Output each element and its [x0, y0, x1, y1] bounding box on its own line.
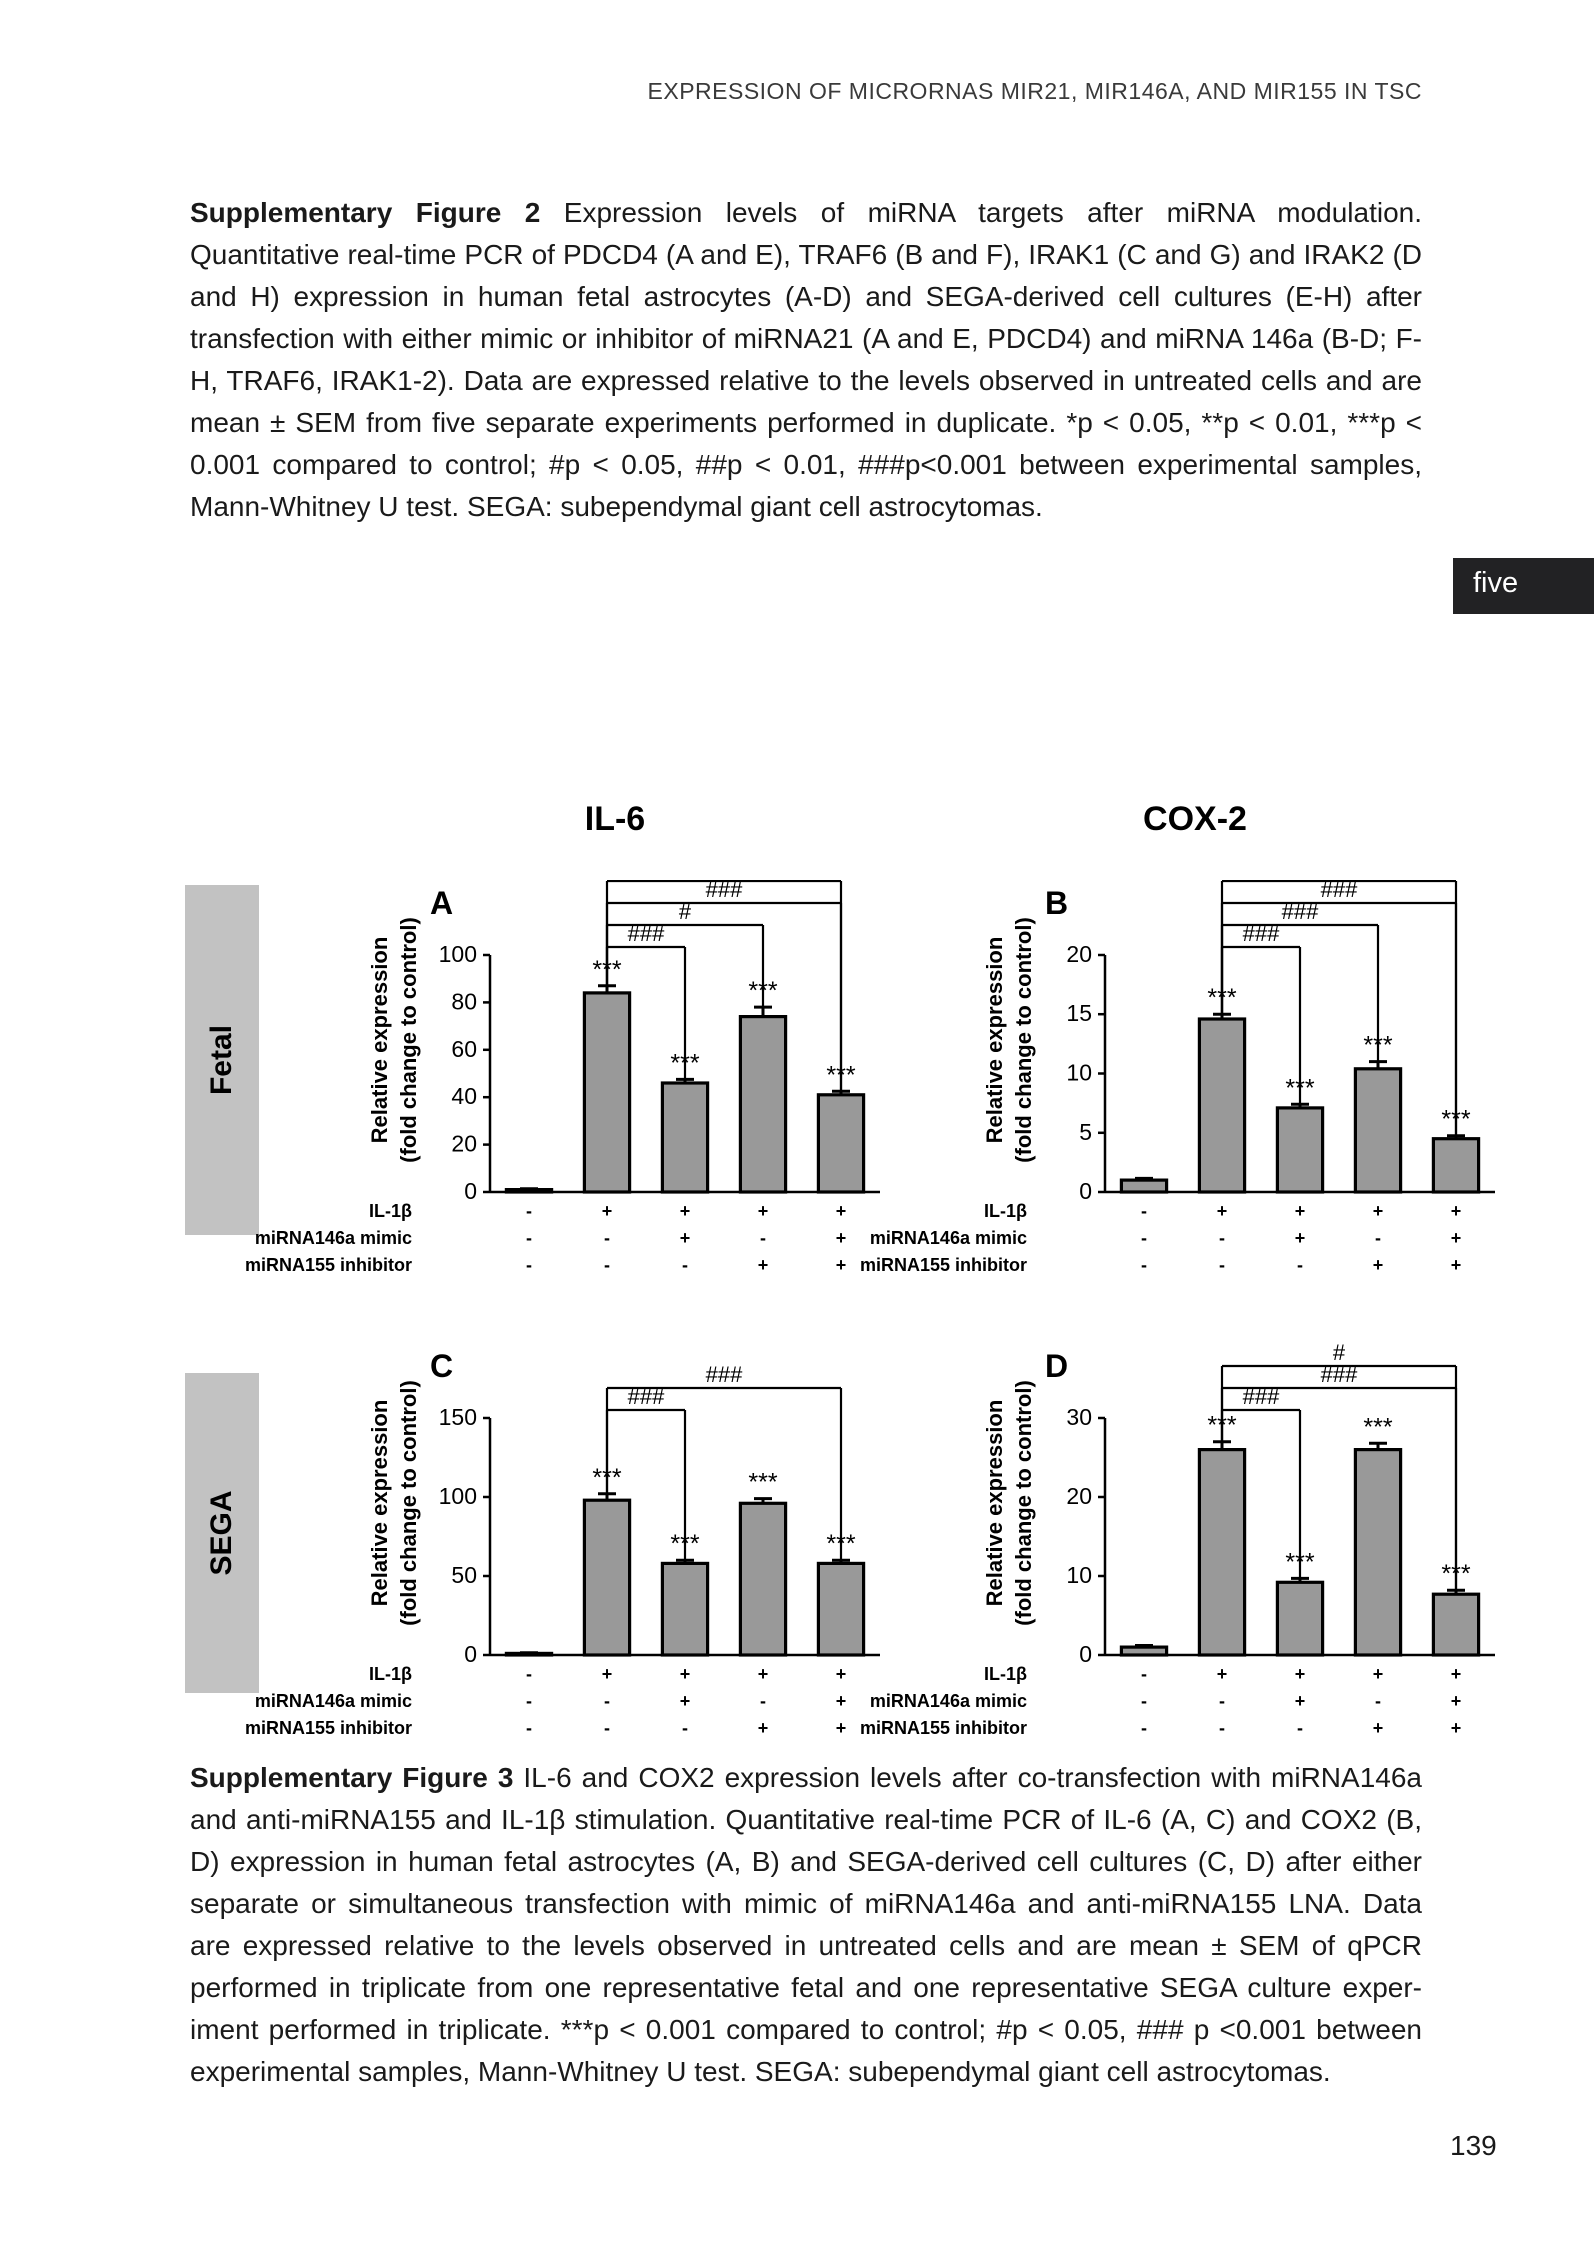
- svg-text:###: ###: [1321, 880, 1358, 902]
- svg-text:15: 15: [1066, 1000, 1092, 1026]
- svg-text:10: 10: [1066, 1562, 1092, 1588]
- svg-text:###: ###: [706, 880, 743, 902]
- svg-text:###: ###: [706, 1362, 743, 1387]
- svg-text:5: 5: [1079, 1119, 1092, 1145]
- svg-text:B: B: [1045, 885, 1068, 921]
- svg-text:100: 100: [439, 941, 477, 967]
- svg-text:40: 40: [451, 1083, 477, 1109]
- svg-text:D: D: [1045, 1348, 1068, 1384]
- svg-text:50: 50: [451, 1562, 477, 1588]
- svg-text:0: 0: [464, 1178, 477, 1202]
- svg-text:10: 10: [1066, 1060, 1092, 1086]
- svg-text:60: 60: [451, 1036, 477, 1062]
- svg-text:***: ***: [1363, 1413, 1392, 1441]
- svg-text:150: 150: [439, 1404, 477, 1430]
- svg-text:A: A: [430, 885, 453, 921]
- svg-text:0: 0: [1079, 1178, 1092, 1202]
- svg-text:30: 30: [1066, 1404, 1092, 1430]
- svg-text:80: 80: [451, 988, 477, 1014]
- svg-text:0: 0: [464, 1641, 477, 1665]
- svg-text:20: 20: [1066, 1483, 1092, 1509]
- svg-text:#: #: [1333, 1343, 1346, 1365]
- svg-text:***: ***: [748, 1469, 777, 1497]
- svg-text:20: 20: [451, 1131, 477, 1157]
- svg-text:100: 100: [439, 1483, 477, 1509]
- svg-text:C: C: [430, 1348, 453, 1384]
- svg-text:0: 0: [1079, 1641, 1092, 1665]
- svg-text:20: 20: [1066, 941, 1092, 967]
